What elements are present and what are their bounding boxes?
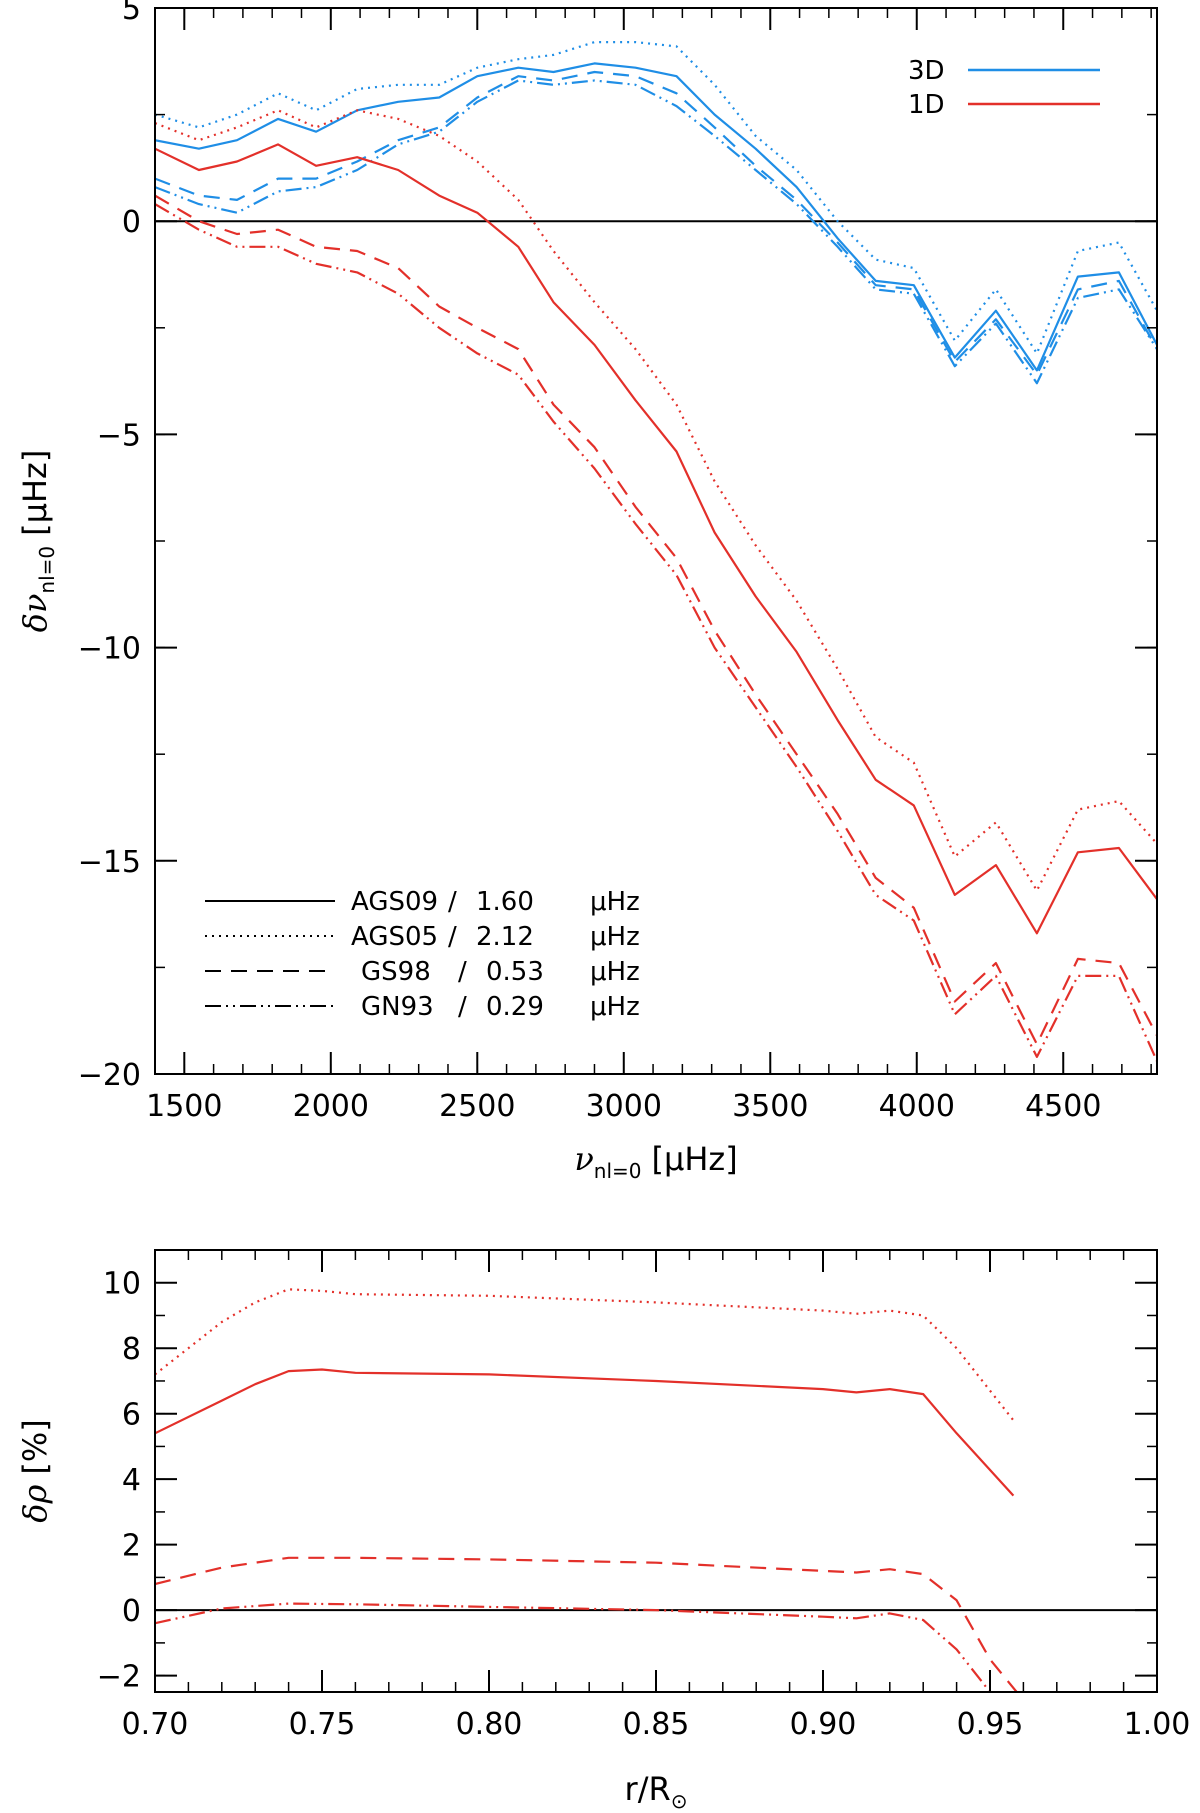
legend-1d-label: 1D xyxy=(908,90,945,120)
legend-3d-label: 3D xyxy=(908,56,945,86)
style-legend-unit: μHz xyxy=(590,922,640,952)
top-ylabel-unit: [μHz] xyxy=(16,450,54,536)
style-legend-entry-ags05: AGS05 / 2.12 μHz xyxy=(205,922,640,952)
bottom-y-ticks: 10 8 6 4 2 0 −2 xyxy=(97,1249,1157,1695)
x-tick-label: 0.85 xyxy=(623,1707,690,1742)
style-legend-value: 0.29 xyxy=(486,992,544,1022)
bottom-ylabel-symbol: δρ xyxy=(16,1484,54,1522)
style-legend-name: AGS09 xyxy=(351,887,438,917)
bottom-xlabel-text: r/R xyxy=(625,1770,671,1808)
series-line-1d-gs98 xyxy=(155,1556,1018,1692)
top-x-ticks: 1500 2000 2500 3000 3500 4000 4500 xyxy=(146,8,1152,1124)
bottom-series-group xyxy=(155,1288,1018,1692)
x-tick-label: 3500 xyxy=(732,1089,808,1124)
style-legend-entry-gn93: GN93 / 0.29 μHz xyxy=(205,992,640,1022)
x-tick-label: 0.70 xyxy=(122,1707,189,1742)
x-tick-label: 2500 xyxy=(439,1089,515,1124)
style-legend-unit: μHz xyxy=(590,887,640,917)
x-tick-label: 4500 xyxy=(1025,1089,1101,1124)
y-tick-label: −10 xyxy=(78,632,141,667)
top-xlabel-symbol: ν xyxy=(574,1140,593,1178)
bottom-x-ticks: 0.70 0.75 0.80 0.85 0.90 0.95 1.00 xyxy=(122,1250,1191,1742)
x-tick-label: 0.90 xyxy=(790,1707,857,1742)
bottom-plot-frame xyxy=(154,1249,1158,1693)
y-tick-label: −15 xyxy=(78,845,141,880)
top-y-ticks: 5 0 −5 −10 −15 −20 xyxy=(78,0,1157,1093)
y-tick-label: 0 xyxy=(122,205,141,240)
top-series-group xyxy=(155,40,1157,1062)
style-legend-value: 0.53 xyxy=(486,957,544,987)
bottom-x-axis-label: r/R⊙ xyxy=(625,1770,688,1813)
bottom-y-axis-label: δρ [%] xyxy=(16,1419,54,1522)
style-legend: AGS09 / 1.60 μHz AGS05 / 2.12 μHz GS98 /… xyxy=(205,887,640,1022)
bottom-panel: 0.70 0.75 0.80 0.85 0.90 0.95 1.00 10 8 6 4 2 0 −2 δ… xyxy=(16,1249,1191,1813)
top-ylabel-subscript: nl=0 xyxy=(35,546,59,594)
y-tick-label: 4 xyxy=(122,1463,141,1498)
style-legend-name: AGS05 xyxy=(351,922,438,952)
y-tick-label: 10 xyxy=(103,1267,141,1302)
top-panel: 1500 2000 2500 3000 3500 4000 4500 5 0 −5 −10 −15 −… xyxy=(16,0,1158,1183)
series-line-3d-gn93 xyxy=(155,79,1157,385)
series-line-3d-gs98 xyxy=(155,70,1157,376)
style-legend-entry-gs98: GS98 / 0.53 μHz xyxy=(205,957,640,987)
series-line-1d-ags05 xyxy=(155,1288,1015,1421)
style-legend-name: GN93 xyxy=(361,992,434,1022)
y-tick-label: −5 xyxy=(97,418,141,453)
style-legend-slash: / xyxy=(448,922,457,952)
y-tick-label: 2 xyxy=(122,1529,141,1564)
x-tick-label: 0.80 xyxy=(456,1707,523,1742)
x-tick-label: 2000 xyxy=(293,1089,369,1124)
x-tick-label: 4000 xyxy=(879,1089,955,1124)
y-tick-label: 0 xyxy=(122,1594,141,1629)
bottom-xlabel-subscript: ⊙ xyxy=(671,1789,688,1813)
series-line-3d-ags05 xyxy=(155,40,1157,355)
y-tick-label: −20 xyxy=(78,1058,141,1093)
style-legend-value: 2.12 xyxy=(476,922,534,952)
style-legend-unit: μHz xyxy=(590,957,640,987)
x-tick-label: 0.75 xyxy=(289,1707,356,1742)
series-line-1d-gn93 xyxy=(155,1602,991,1692)
top-ylabel-symbol: δν xyxy=(16,594,54,633)
y-tick-label: −2 xyxy=(97,1660,141,1695)
style-legend-name: GS98 xyxy=(361,957,431,987)
style-legend-unit: μHz xyxy=(590,992,640,1022)
top-xlabel-subscript: nl=0 xyxy=(594,1159,642,1183)
style-legend-value: 1.60 xyxy=(476,887,534,917)
series-line-1d-gs98 xyxy=(155,194,1157,1046)
y-tick-label: 6 xyxy=(122,1398,141,1433)
style-legend-slash: / xyxy=(448,887,457,917)
y-tick-label: 5 xyxy=(122,0,141,27)
x-tick-label: 1.00 xyxy=(1124,1707,1191,1742)
series-line-3d-ags09 xyxy=(155,62,1157,372)
top-xlabel-unit: [μHz] xyxy=(651,1140,737,1178)
series-line-1d-gn93 xyxy=(155,203,1157,1062)
style-legend-entry-ags09: AGS09 / 1.60 μHz xyxy=(205,887,640,917)
style-legend-slash: / xyxy=(458,992,467,1022)
x-tick-label: 1500 xyxy=(146,1089,222,1124)
series-line-1d-ags05 xyxy=(155,109,1157,892)
bottom-ylabel-unit: [%] xyxy=(16,1419,54,1474)
x-tick-label: 3000 xyxy=(586,1089,662,1124)
top-plot-frame xyxy=(154,7,1158,1075)
top-x-axis-label: νnl=0 [μHz] xyxy=(574,1140,737,1183)
series-line-1d-ags09 xyxy=(155,1368,1015,1497)
y-tick-label: 8 xyxy=(122,1332,141,1367)
color-legend: 3D 1D xyxy=(908,56,1100,120)
series-line-1d-ags09 xyxy=(155,143,1157,935)
top-y-axis-label: δνnl=0 [μHz] xyxy=(16,450,59,633)
x-tick-label: 0.95 xyxy=(957,1707,1024,1742)
style-legend-slash: / xyxy=(458,957,467,987)
